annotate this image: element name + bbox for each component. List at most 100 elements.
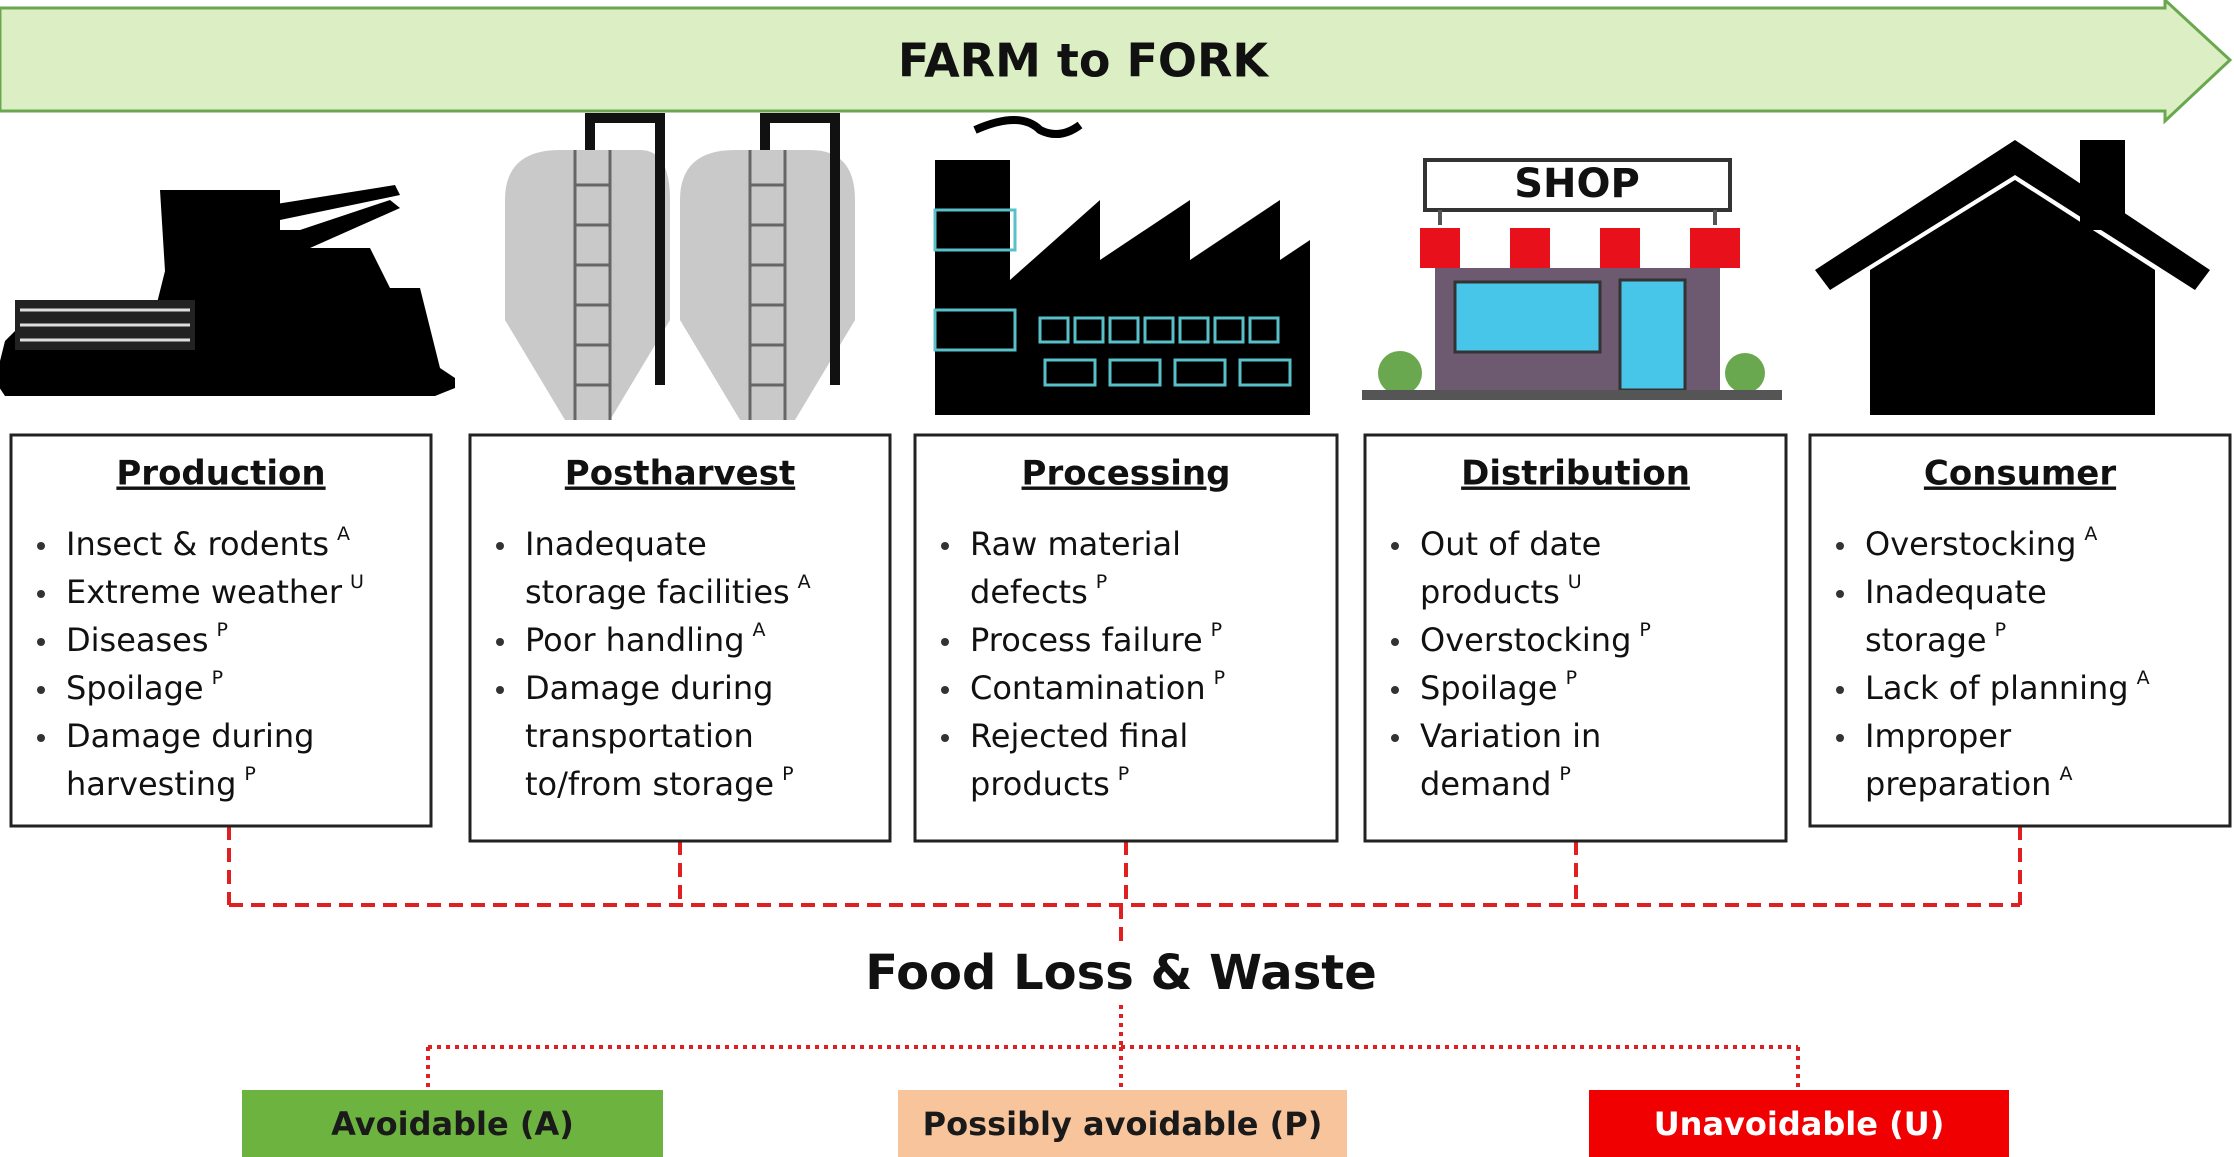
item-text: products U — [1420, 571, 1582, 612]
bullet — [37, 542, 45, 550]
category-box — [1589, 1090, 2009, 1157]
category-label: Possibly avoidable (P) — [923, 1105, 1323, 1143]
bullet — [496, 542, 504, 550]
item-line: Variation in — [1420, 717, 1601, 755]
bullet — [1836, 542, 1844, 550]
item-text: Extreme weather U — [66, 571, 364, 612]
item-text: demand P — [1420, 763, 1571, 804]
item-text: Overstocking A — [1865, 523, 2097, 564]
bullet — [1391, 686, 1399, 694]
item-line: storage facilities — [525, 573, 790, 611]
item-line: Rejected final — [970, 717, 1188, 755]
item-line: Inadequate — [525, 525, 707, 563]
item-note: U — [1568, 571, 1582, 593]
item-text: to/from storage P — [525, 763, 794, 804]
bullet — [1391, 734, 1399, 742]
silo-icon — [505, 113, 855, 420]
item-note: A — [2137, 667, 2150, 689]
stage-title: Production — [116, 454, 325, 494]
bullet — [496, 638, 504, 646]
item-line: Out of date — [1420, 525, 1601, 563]
bullet — [37, 686, 45, 694]
item-text: Raw material — [970, 525, 1181, 563]
stage-box — [9, 433, 433, 828]
item-line: Inadequate — [1865, 573, 2047, 611]
bullet — [37, 638, 45, 646]
item-note: P — [1214, 667, 1225, 689]
category-label: Unavoidable (U) — [1654, 1105, 1945, 1143]
item-text: Damage during — [66, 717, 314, 755]
category-label: Avoidable (A) — [331, 1105, 574, 1143]
stage-box — [913, 433, 1339, 843]
item-text: Improper — [1865, 717, 2012, 755]
item-text: Insect & rodents A — [66, 523, 350, 564]
item-line: Damage during — [66, 717, 314, 755]
item-text: Diseases P — [66, 619, 228, 660]
item-text: storage facilities A — [525, 571, 811, 612]
item-note: P — [244, 763, 255, 785]
item-line: Contamination — [970, 669, 1206, 707]
item-text: Contamination P — [970, 667, 1225, 708]
item-line: Spoilage — [66, 669, 204, 707]
dotted-connector — [426, 1005, 1800, 1090]
stage-title: Consumer — [1924, 454, 2116, 494]
item-note: P — [1096, 571, 1107, 593]
bullet — [941, 638, 949, 646]
item-text: Overstocking P — [1420, 619, 1651, 660]
summary-title: Food Loss & Waste — [865, 945, 1377, 1001]
item-line: Overstocking — [1865, 525, 2076, 563]
stage-title: Processing — [1022, 454, 1231, 494]
item-line: Raw material — [970, 525, 1181, 563]
item-line: Damage during — [525, 669, 773, 707]
bullet — [1391, 542, 1399, 550]
category-box — [898, 1090, 1347, 1157]
factory-icon — [933, 116, 1310, 415]
item-text: Rejected final — [970, 717, 1188, 755]
item-line: Spoilage — [1420, 669, 1558, 707]
item-note: P — [1211, 619, 1222, 641]
item-text: Inadequate — [525, 525, 707, 563]
item-note: P — [782, 763, 793, 785]
item-note: P — [1566, 667, 1577, 689]
item-note: P — [217, 619, 228, 641]
bullet — [941, 542, 949, 550]
item-line: Improper — [1865, 717, 2012, 755]
bullet — [1391, 638, 1399, 646]
bullet — [1836, 734, 1844, 742]
bullet — [37, 734, 45, 742]
banner-arrow — [0, 0, 2233, 125]
bullet — [941, 686, 949, 694]
stage-box — [1808, 433, 2232, 828]
item-note: P — [1118, 763, 1129, 785]
shop-sign: SHOP — [1514, 161, 1640, 207]
item-line: Insect & rodents — [66, 525, 329, 563]
house-icon — [1815, 140, 2210, 415]
item-text: transportation — [525, 717, 754, 755]
stage-box — [468, 433, 892, 843]
item-line: products — [970, 765, 1110, 803]
item-text: Lack of planning A — [1865, 667, 2150, 708]
item-note: A — [753, 619, 766, 641]
bullet — [1836, 686, 1844, 694]
stage-title: Distribution — [1461, 454, 1690, 494]
shop-icon — [1362, 158, 1782, 400]
item-line: harvesting — [66, 765, 236, 803]
category-box — [242, 1090, 663, 1157]
item-line: Process failure — [970, 621, 1203, 659]
bullet — [496, 686, 504, 694]
stage-box — [1363, 433, 1788, 843]
item-text: preparation A — [1865, 763, 2072, 804]
item-line: Overstocking — [1420, 621, 1631, 659]
bullet — [941, 734, 949, 742]
item-text: Out of date — [1420, 525, 1601, 563]
item-text: Variation in — [1420, 717, 1601, 755]
item-note: A — [2084, 523, 2097, 545]
bullet — [37, 590, 45, 598]
item-text: Damage during — [525, 669, 773, 707]
item-text: Inadequate — [1865, 573, 2047, 611]
item-line: to/from storage — [525, 765, 774, 803]
item-line: demand — [1420, 765, 1551, 803]
item-text: Spoilage P — [1420, 667, 1577, 708]
item-line: products — [1420, 573, 1560, 611]
item-text: storage P — [1865, 619, 2006, 660]
